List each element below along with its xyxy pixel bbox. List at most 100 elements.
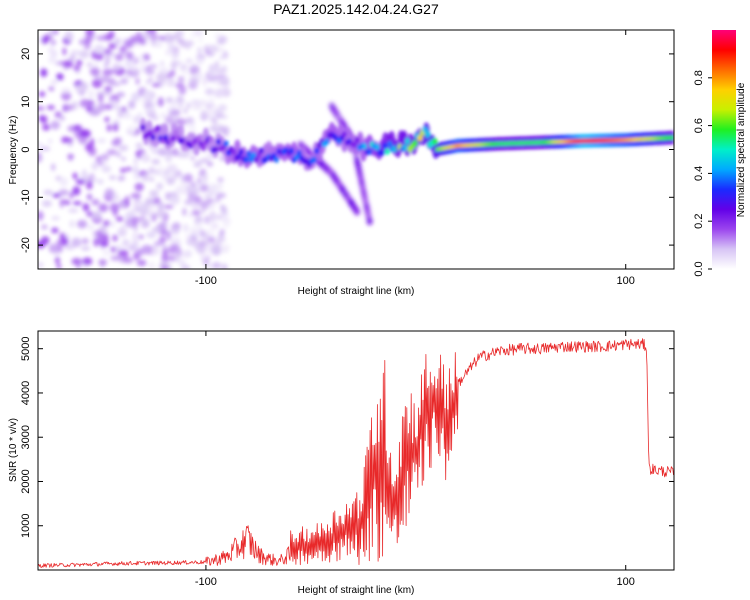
noise-blob (207, 204, 215, 210)
noise-blob (151, 82, 161, 88)
ridge-core (238, 148, 244, 156)
noise-blob (117, 175, 126, 181)
noise-blob (140, 152, 148, 162)
noise-blob (76, 219, 88, 229)
noise-blob (116, 151, 121, 158)
ridge-core (362, 143, 368, 150)
noise-blob (122, 256, 134, 264)
x-tick-label: -100 (195, 275, 217, 287)
noise-blob (41, 224, 48, 230)
noise-blob (121, 106, 127, 112)
noise-blob (112, 234, 118, 242)
ridge-core (148, 129, 154, 137)
x-tick-label: 100 (617, 275, 635, 287)
noise-blob (54, 256, 60, 264)
noise-blob (206, 161, 214, 167)
noise-blob (190, 155, 195, 161)
noise-blob (141, 244, 152, 255)
noise-blob (223, 220, 230, 229)
noise-blob (90, 177, 98, 182)
noise-blob (169, 194, 181, 205)
noise-blob (198, 100, 209, 107)
noise-blob (101, 165, 112, 173)
ridge-core (384, 148, 390, 155)
noise-blob (178, 260, 186, 266)
noise-blob (118, 249, 129, 257)
branch-blob (366, 217, 373, 226)
noise-blob (96, 35, 108, 41)
noise-blob (49, 30, 55, 38)
noise-blob (212, 108, 223, 116)
ridge-core (425, 131, 431, 138)
noise-blob (135, 127, 141, 135)
noise-blob (48, 86, 55, 92)
noise-blob (193, 196, 202, 204)
noise-blob (69, 220, 75, 228)
noise-blob (111, 139, 121, 147)
noise-blob (86, 193, 93, 201)
noise-blob (205, 71, 211, 79)
ridge-core (314, 147, 320, 155)
colorbar-tick-label: 0.6 (693, 118, 705, 133)
noise-blob (153, 241, 165, 246)
noise-blob (187, 184, 199, 194)
noise-blob (206, 198, 215, 203)
noise-blob (211, 222, 219, 230)
noise-blob (121, 156, 126, 162)
noise-blob (65, 137, 74, 143)
noise-blob (165, 149, 177, 156)
ridge-core (367, 148, 373, 156)
y-tick-label: 3000 (20, 425, 32, 449)
noise-blob (50, 120, 61, 130)
noise-blob (145, 102, 155, 108)
noise-blob (207, 237, 216, 244)
noise-blob (43, 189, 54, 196)
noise-blob (91, 78, 103, 89)
noise-blob (217, 177, 224, 183)
colorbar-ticks: 0.0 0.2 0.4 0.6 0.8 (693, 70, 712, 277)
noise-blob (85, 30, 95, 37)
noise-blob (217, 185, 223, 193)
noise-blob (144, 197, 156, 203)
noise-blob (203, 194, 212, 199)
noise-blob (178, 150, 184, 159)
noise-blob (108, 175, 116, 180)
y-tick-label: 1000 (20, 513, 32, 537)
snr-y-ticks: 1000 2000 3000 4000 5000 (20, 336, 674, 538)
noise-blob (151, 158, 161, 165)
noise-blob (211, 63, 217, 74)
noise-blob (40, 146, 51, 151)
y-tick-label: -20 (20, 237, 32, 253)
noise-blob (221, 263, 228, 269)
noise-blob (73, 65, 81, 72)
noise-blob (65, 31, 74, 42)
noise-blob (156, 182, 164, 191)
noise-blob (131, 232, 140, 242)
noise-blob (48, 243, 60, 254)
noise-blob (169, 243, 180, 252)
noise-blob (38, 91, 46, 97)
noise-blob (61, 88, 71, 94)
noise-blob (84, 35, 94, 42)
noise-blob (197, 46, 202, 55)
noise-blob (110, 246, 117, 253)
ridge-core (208, 135, 214, 143)
noise-blob (71, 257, 82, 266)
noise-blob (59, 177, 69, 187)
ridge-core (216, 138, 222, 145)
ridge-core (432, 138, 438, 145)
noise-blob (93, 44, 105, 54)
noise-blob (157, 97, 164, 107)
noise-blob (108, 42, 117, 50)
noise-blob (133, 175, 141, 180)
noise-blob (132, 165, 139, 176)
noise-blob (202, 76, 208, 87)
noise-blob (207, 44, 219, 53)
noise-blob (128, 100, 136, 110)
ridge-core (669, 135, 674, 140)
noise-blob (182, 151, 190, 159)
snr-x-axis-title: Height of straight line (km) (298, 585, 415, 596)
noise-blob (163, 204, 174, 209)
noise-blob (125, 166, 133, 172)
noise-blob (51, 215, 60, 221)
